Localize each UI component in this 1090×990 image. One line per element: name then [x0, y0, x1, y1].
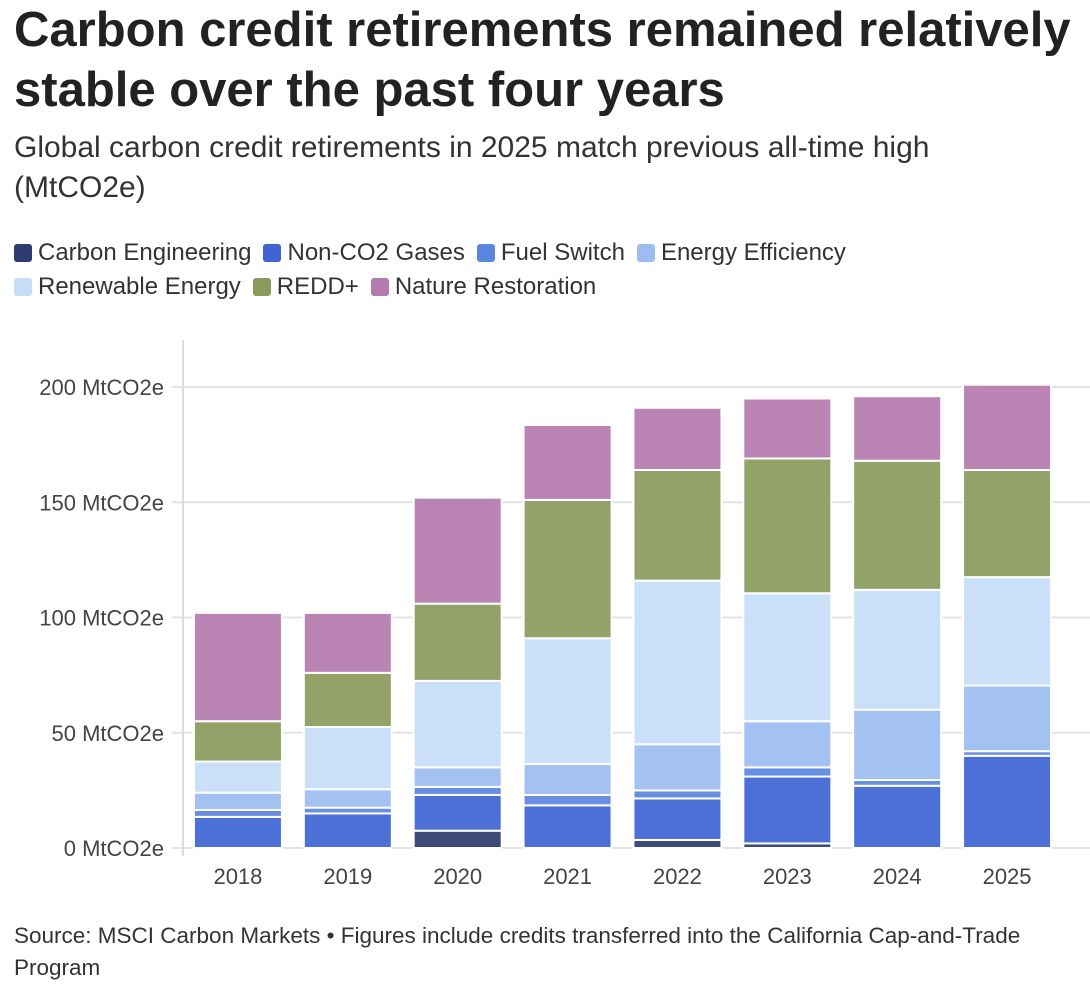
legend-label: Non-CO2 Gases [287, 239, 465, 266]
legend-swatch [252, 278, 271, 296]
x-tick-label: 2025 [983, 864, 1032, 889]
bar-segment [742, 766, 833, 778]
bar-segment [962, 576, 1053, 687]
bar-segment [192, 611, 283, 723]
bar-segment [742, 457, 833, 595]
bar-segment [302, 611, 393, 674]
bar-segment [742, 397, 833, 460]
y-tick-label: 0 MtCO2e [64, 836, 164, 861]
bar-segment [742, 592, 833, 723]
x-tick-label: 2018 [213, 864, 262, 889]
bar-segment [632, 468, 723, 582]
source-note: Source: MSCI Carbon Markets • Figures in… [14, 923, 1021, 980]
bar-segment [412, 602, 503, 682]
legend-swatch [636, 244, 655, 262]
bar-segment [962, 684, 1053, 753]
bar-segment [852, 708, 943, 782]
bar-segment [522, 424, 613, 501]
bar-segment [412, 785, 503, 796]
chart-title: Carbon credit retirements remained relat… [14, 3, 1071, 117]
bar-segment [412, 829, 503, 850]
legend-item-carbon-engineering: Carbon Engineering [14, 239, 251, 267]
bar-segment [852, 459, 943, 591]
bar-segment [522, 498, 613, 640]
bar-segment [302, 725, 393, 791]
legend-label: Fuel Switch [500, 239, 625, 266]
legend-swatch [14, 278, 32, 296]
legend-swatch [476, 244, 495, 262]
bar-segment [192, 760, 283, 794]
legend-label: REDD+ [276, 273, 359, 300]
y-tick-label: 200 MtCO2e [39, 375, 164, 400]
axes: 0 MtCO2e 50 MtCO2e 100 MtCO2e 150 MtCO2e 200… [39, 340, 1032, 889]
legend-label: Carbon Engineering [38, 239, 252, 266]
x-tick-label: 2020 [433, 864, 482, 889]
bar-segment [632, 789, 723, 800]
y-tick-label: 50 MtCO2e [52, 721, 165, 746]
legend-swatch [370, 278, 389, 296]
bar-segment [742, 720, 833, 769]
bar-segment [412, 766, 503, 788]
bar-segment [522, 804, 613, 849]
bar-segment [522, 793, 613, 807]
x-tick-label: 2019 [323, 864, 372, 889]
legend-item-renewable-energy: Renewable Energy [14, 273, 241, 301]
legend-label: Nature Restoration [394, 273, 597, 300]
bar-segment [742, 775, 833, 845]
legend-swatch [263, 244, 282, 262]
bar-segment [192, 720, 283, 763]
bar-segment [632, 406, 723, 471]
bar-segment [412, 496, 503, 605]
x-tick-label: 2023 [763, 864, 812, 889]
bar-segment [522, 637, 613, 765]
x-tick-label: 2022 [653, 864, 702, 889]
legend-item-redd-plus: REDD+ [252, 273, 359, 301]
legend-item-fuel-switch: Fuel Switch [476, 239, 625, 267]
bar-segment [192, 791, 283, 811]
bar-segment [192, 808, 283, 818]
x-tick-label: 2021 [543, 864, 592, 889]
bar-segment [962, 754, 1053, 849]
x-tick-label: 2024 [873, 864, 922, 889]
y-tick-label: 100 MtCO2e [39, 606, 164, 631]
bar-segment [852, 588, 943, 711]
legend-swatch [14, 244, 32, 262]
y-tick-label: 150 MtCO2e [39, 490, 164, 515]
bar-segment [192, 815, 283, 850]
bar-segment [632, 579, 723, 746]
bar-segment [412, 793, 503, 832]
legend-item-energy-efficiency: Energy Efficiency [636, 239, 846, 267]
legend-row-1: Carbon Engineering Non-CO2 Gases Fuel Sw… [14, 236, 1074, 270]
legend-item-nature-restoration: Nature Restoration [370, 273, 597, 301]
bar-segment [632, 797, 723, 841]
legend-row-2: Renewable Energy REDD+ Nature Restoratio… [14, 270, 1074, 304]
bar-segment [852, 784, 943, 850]
legend-item-non-co2-gases: Non-CO2 Gases [263, 239, 465, 267]
stacked-bar-chart: 0 MtCO2e 50 MtCO2e 100 MtCO2e 150 MtCO2e 200… [39, 340, 1090, 889]
legend-label: Energy Efficiency [660, 239, 846, 266]
bar-segment [962, 383, 1053, 471]
bar-segment [852, 395, 943, 462]
bar-segment [412, 679, 503, 769]
chart-subtitle: Global carbon credit retirements in 2025… [14, 131, 930, 204]
legend: Carbon Engineering Non-CO2 Gases Fuel Sw… [14, 236, 1074, 304]
bar-segment [632, 743, 723, 792]
bar-segment [632, 838, 723, 849]
legend-label: Renewable Energy [38, 273, 241, 300]
bar-segment [302, 788, 393, 809]
bar-segment [962, 468, 1053, 579]
bar-segment [302, 671, 393, 728]
bar-segment [522, 762, 613, 796]
bar-segment [302, 812, 393, 849]
bars [192, 383, 1053, 850]
